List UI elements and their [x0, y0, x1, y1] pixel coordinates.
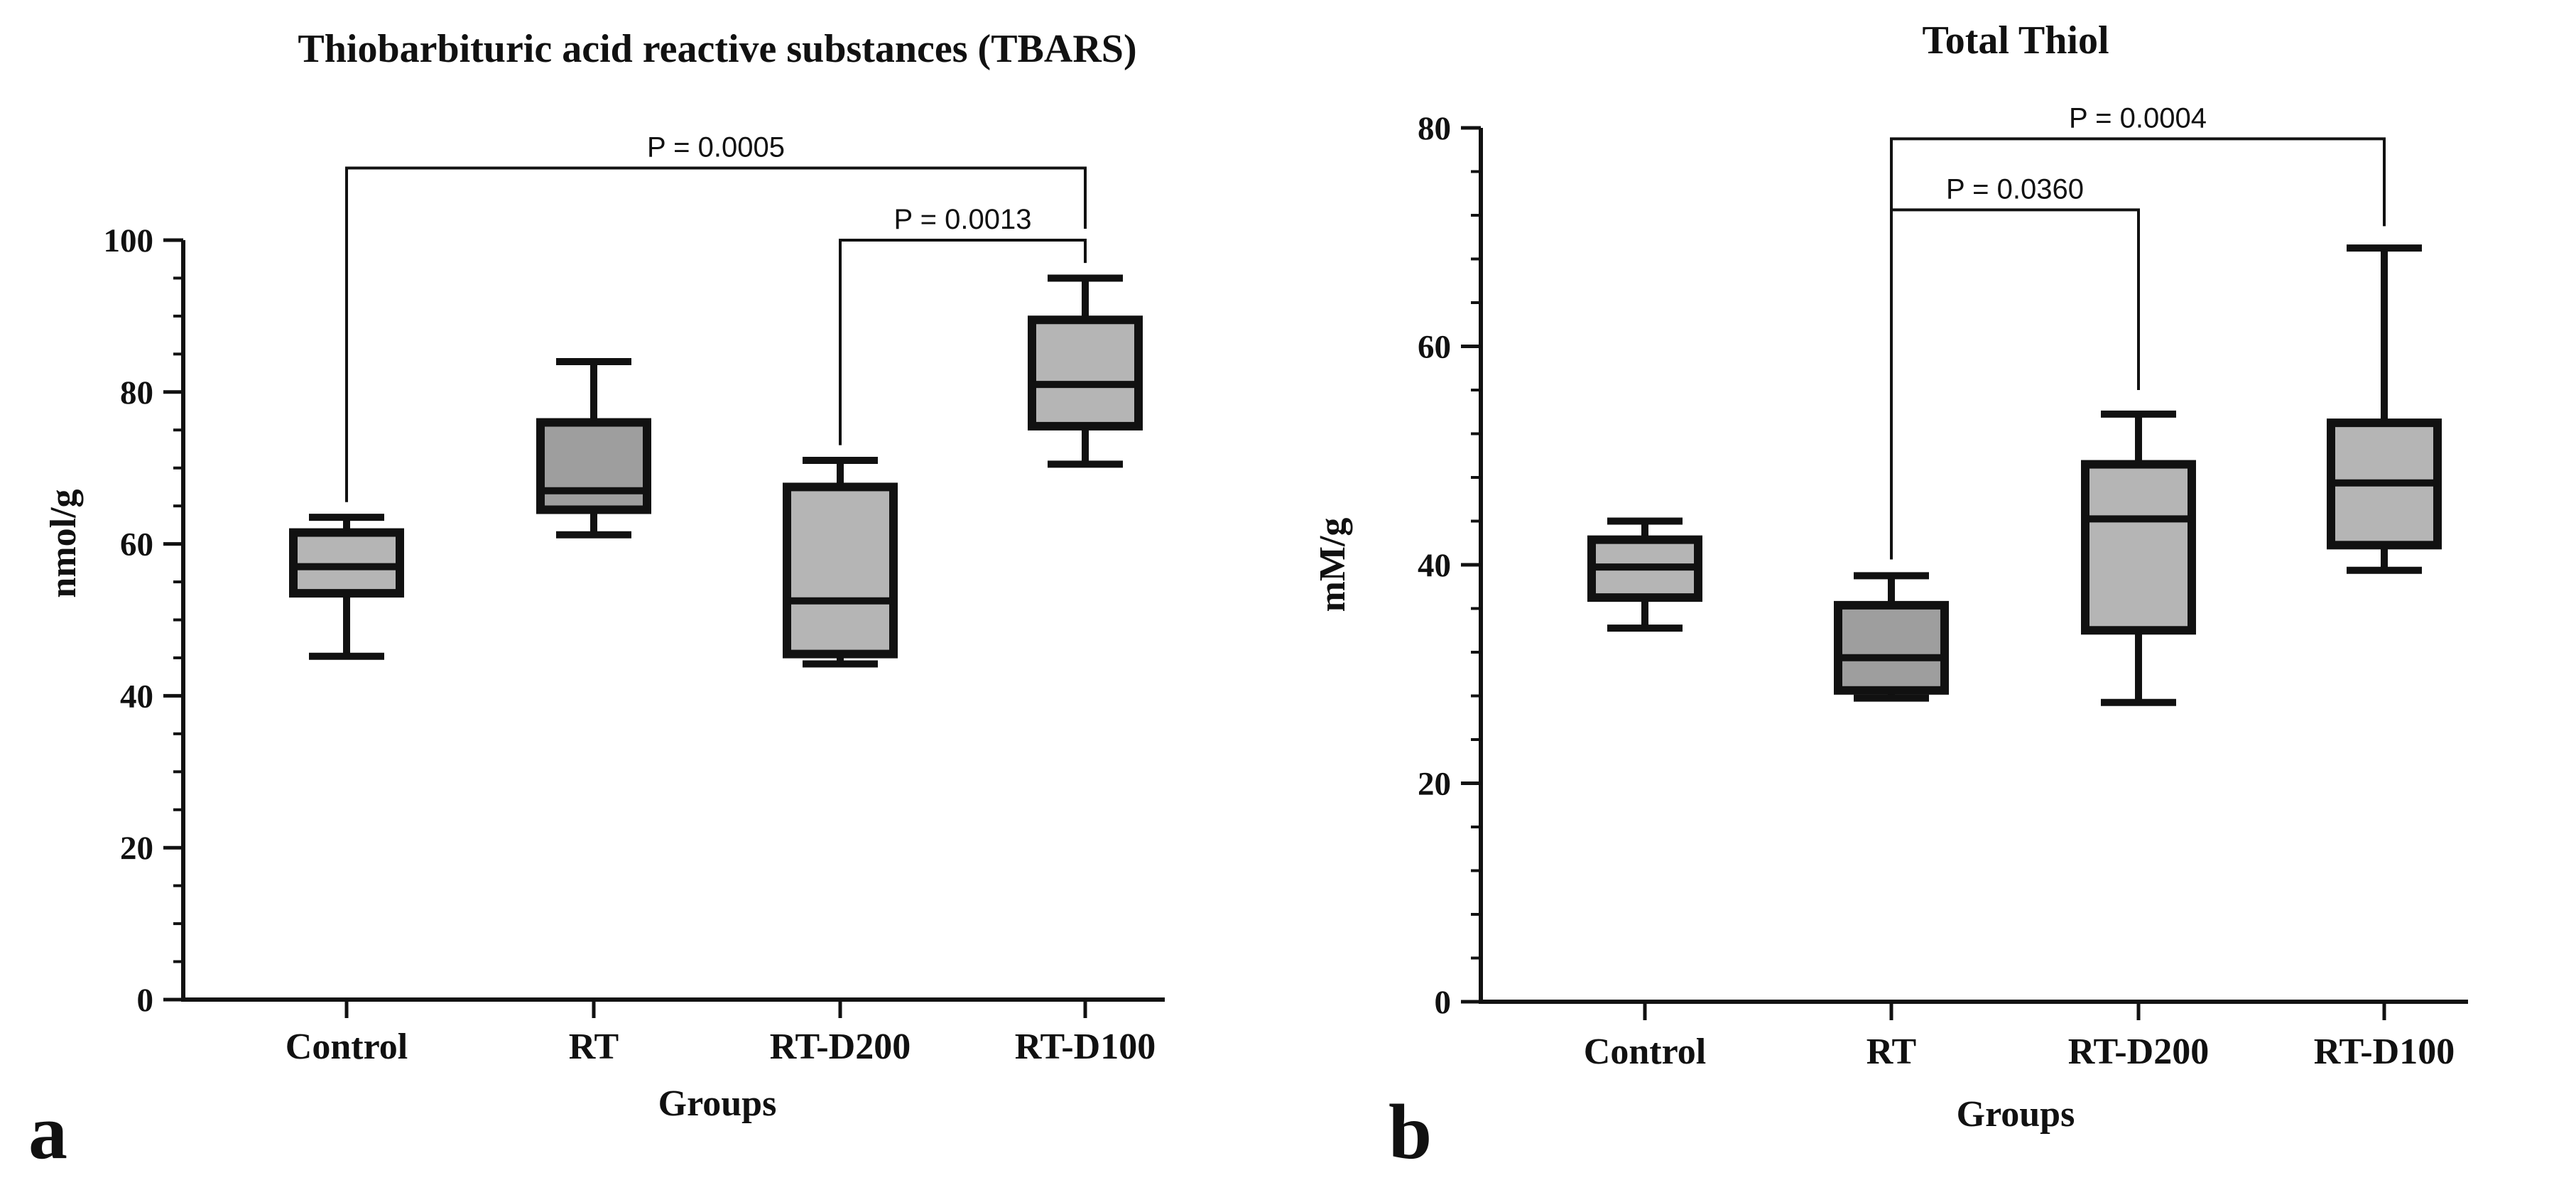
x-tick-label: Control — [286, 1027, 408, 1067]
y-tick-label: 60 — [120, 526, 153, 563]
y-tick-label: 40 — [1418, 547, 1451, 584]
y-tick-label: 0 — [1435, 984, 1452, 1021]
p-value-label: P = 0.0360 — [1946, 173, 2084, 205]
y-tick-label: 20 — [1418, 766, 1451, 803]
panel-label: a — [28, 1088, 67, 1175]
iqr-box — [1834, 600, 1949, 695]
iqr-box — [1028, 315, 1143, 431]
x-tick-label: RT-D200 — [770, 1027, 911, 1067]
significance-bracket — [345, 166, 1087, 502]
chart-title: Thiobarbituric acid reactive substances … — [298, 27, 1136, 71]
panel-b: Total Thiol 0 20 40 60 80 mM/g Control RT RT-D200… — [1313, 18, 2468, 1175]
x-tick-label: RT-D200 — [2068, 1032, 2210, 1072]
box-rt — [536, 358, 651, 539]
y-axis-label: nmol/g — [43, 489, 84, 597]
box-control — [289, 514, 404, 660]
panel-a: Thiobarbituric acid reactive substances … — [28, 27, 1165, 1175]
x-tick-label: RT-D100 — [1015, 1027, 1156, 1067]
chart-title: Total Thiol — [1922, 18, 2109, 63]
y-axis-label: mM/g — [1313, 518, 1353, 612]
iqr-box — [2081, 460, 2196, 635]
x-tick-label: RT — [1866, 1032, 1916, 1072]
significance-bracket — [839, 239, 1087, 445]
box-rt-d100 — [2327, 244, 2442, 574]
x-tick-label: Control — [1584, 1032, 1706, 1072]
y-tick-label: 20 — [120, 830, 153, 867]
box-rt — [1834, 572, 1949, 702]
y-tick-label: 60 — [1418, 329, 1451, 366]
x-tick-label: RT-D100 — [2314, 1032, 2455, 1072]
panel-label: b — [1388, 1088, 1432, 1175]
p-value-label: P = 0.0005 — [647, 131, 785, 163]
box-rt-d200 — [2081, 410, 2196, 706]
y-tick-label: 80 — [120, 374, 153, 411]
iqr-box — [536, 418, 651, 514]
y-tick-label: 80 — [1418, 110, 1451, 147]
iqr-box — [289, 528, 404, 598]
y-tick-label: 100 — [104, 222, 154, 259]
iqr-box — [783, 482, 898, 659]
p-value-label: P = 0.0013 — [894, 204, 1032, 235]
x-axis-label: Groups — [658, 1083, 777, 1124]
box-rt-d200 — [783, 457, 898, 668]
significance-bracket — [1890, 208, 2140, 560]
box-rt-d100 — [1028, 274, 1143, 468]
p-value-label: P = 0.0004 — [2069, 102, 2207, 134]
box-control — [1587, 517, 1702, 632]
y-tick-label: 0 — [137, 982, 154, 1019]
x-tick-label: RT — [569, 1027, 619, 1067]
x-axis-label: Groups — [1957, 1094, 2075, 1135]
y-tick-label: 40 — [120, 678, 153, 715]
